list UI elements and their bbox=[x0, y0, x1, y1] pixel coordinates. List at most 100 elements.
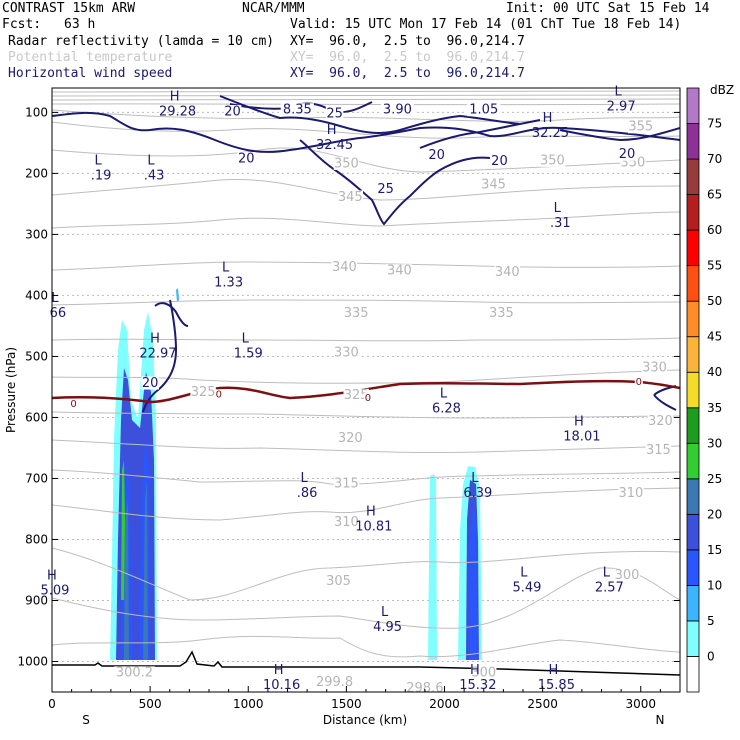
x-tick-label: 2500 bbox=[527, 697, 558, 711]
x-tick-label: 0 bbox=[48, 697, 56, 711]
y-tick-label: 700 bbox=[25, 471, 48, 485]
freezing-labels: 0 0 0 0 bbox=[69, 377, 643, 410]
field-reflectivity-xy: XY= 96.0, 2.5 to 96.0,214.7 bbox=[290, 34, 525, 49]
label-bg bbox=[223, 105, 242, 119]
label-bg bbox=[331, 260, 358, 274]
extrema-labels: H29.28L2.97H32.45H32.25L.19L.43L.31L1.33… bbox=[40, 85, 635, 693]
x-axis: 0 500 1000 1500 2000 2500 3000 bbox=[48, 686, 661, 711]
label-bg bbox=[647, 414, 674, 428]
y-tick-label: 600 bbox=[25, 410, 48, 424]
init-time: Init: 00 UTC Sat 15 Feb 14 bbox=[506, 1, 710, 16]
colorbar-swatch bbox=[686, 300, 700, 338]
colorbar-level: 15 bbox=[707, 543, 722, 557]
label-bg bbox=[337, 190, 363, 204]
label-bg bbox=[618, 486, 644, 500]
low-marker: L bbox=[603, 565, 611, 580]
y-tick-label: 200 bbox=[25, 166, 48, 180]
label-bg bbox=[494, 265, 520, 279]
label-bg bbox=[628, 120, 654, 134]
low-marker: L bbox=[147, 154, 155, 169]
contour-label: 3.90 bbox=[383, 103, 412, 118]
extremum-value: 32.25 bbox=[532, 126, 569, 141]
colorbar-level: 35 bbox=[707, 401, 722, 415]
contour-label: 345 bbox=[481, 178, 506, 193]
contour-label: 300 bbox=[471, 666, 496, 681]
extremum-value: 5.49 bbox=[512, 580, 541, 595]
contour-label: 315 bbox=[646, 443, 671, 458]
label-bg bbox=[490, 154, 509, 168]
terrain-line bbox=[52, 650, 681, 676]
extremum-value: .31 bbox=[550, 216, 571, 231]
theta-contour bbox=[52, 98, 680, 101]
y-tick-label: 1000 bbox=[17, 654, 48, 668]
contour-label: 325 bbox=[191, 385, 216, 400]
colorbar-level: 0 bbox=[707, 649, 715, 663]
extremum-value: .19 bbox=[91, 169, 112, 184]
reflectivity-shading bbox=[110, 288, 482, 660]
high-marker: H bbox=[470, 663, 480, 678]
colorbar-level: 40 bbox=[707, 365, 722, 379]
theta-contour bbox=[52, 337, 680, 342]
extremum-value: 2.97 bbox=[607, 100, 636, 115]
contour-label: 0 bbox=[365, 393, 371, 404]
label-bg bbox=[386, 264, 413, 278]
colorbar-swatch bbox=[686, 620, 700, 657]
label-bg bbox=[314, 675, 356, 689]
extremum-value: 6.39 bbox=[463, 486, 492, 501]
contour-label: 300 bbox=[615, 568, 640, 583]
colorbar-swatch bbox=[686, 478, 700, 515]
label-bg bbox=[69, 399, 78, 410]
low-marker: L bbox=[94, 154, 102, 169]
wind-contour bbox=[299, 139, 491, 226]
forecast-hours: 63 h bbox=[64, 17, 96, 32]
colorbar-level: 45 bbox=[707, 330, 722, 344]
high-marker: H bbox=[366, 504, 376, 519]
reflectivity-25dbz bbox=[124, 480, 148, 660]
x-tick-label: 2000 bbox=[429, 697, 460, 711]
theta-contour bbox=[52, 90, 680, 93]
colorbar-level: 65 bbox=[707, 188, 722, 202]
contour-label: 330 bbox=[334, 345, 359, 360]
colorbar-swatch bbox=[686, 229, 700, 267]
y-tick-label: 100 bbox=[25, 105, 48, 119]
label-bg bbox=[337, 431, 363, 445]
field-wind-xy: XY= 96.0, 2.5 to 96.0,214.7 bbox=[290, 66, 525, 81]
extremum-value: 4.95 bbox=[373, 620, 402, 635]
extremum-value: 6.28 bbox=[432, 402, 461, 417]
extremum-value: 10.81 bbox=[355, 519, 392, 534]
endpoint-right: N bbox=[656, 713, 665, 727]
forecast-label: Fcst: bbox=[2, 17, 42, 32]
colorbar-level: 55 bbox=[707, 259, 722, 273]
y-tick-label: 900 bbox=[25, 593, 48, 607]
contour-label: 25 bbox=[377, 182, 394, 197]
contour-label: 0 bbox=[70, 399, 76, 410]
contour-label: 350 bbox=[334, 156, 359, 171]
extremum-value: 15.85 bbox=[538, 678, 575, 693]
x-tick-label: 3000 bbox=[625, 697, 656, 711]
contour-label: 20 bbox=[619, 147, 636, 162]
colorbar-swatch bbox=[686, 158, 700, 195]
contour-label: 355 bbox=[628, 120, 653, 135]
contour-label: 330 bbox=[642, 361, 667, 376]
low-marker: L bbox=[51, 291, 59, 306]
colorbar-swatch bbox=[686, 407, 700, 444]
low-marker: L bbox=[615, 85, 623, 100]
contour-label: 335 bbox=[489, 306, 514, 321]
label-bg bbox=[325, 106, 344, 120]
colorbar-swatch bbox=[686, 123, 700, 160]
theta-contour bbox=[52, 109, 680, 122]
contour-label: 310 bbox=[619, 486, 644, 501]
extremum-value: 66 bbox=[50, 306, 67, 321]
label-bg bbox=[614, 568, 640, 582]
colorbar bbox=[686, 87, 700, 693]
theta-contour bbox=[52, 469, 680, 485]
contour-label: 0 bbox=[216, 389, 222, 400]
theta-contour bbox=[52, 178, 680, 201]
extremum-value: 32.45 bbox=[316, 138, 353, 153]
label-bg bbox=[237, 152, 256, 166]
colorbar-swatch bbox=[686, 656, 700, 693]
label-bg bbox=[645, 443, 672, 457]
contour-label: 20 bbox=[142, 376, 159, 391]
